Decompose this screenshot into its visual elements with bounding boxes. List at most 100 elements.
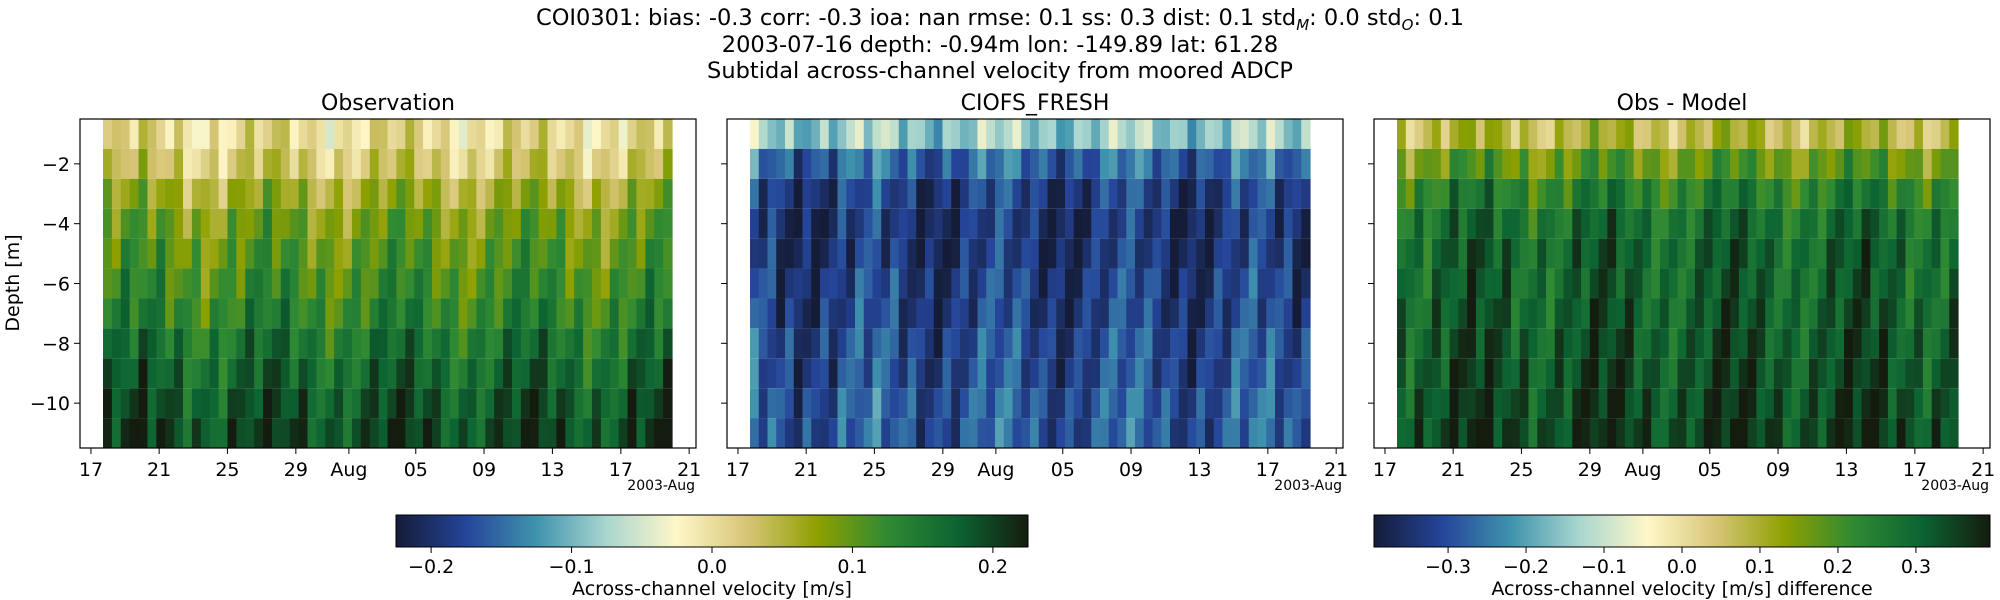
heatmap-cell <box>1091 418 1101 448</box>
heatmap-cell <box>414 418 424 448</box>
heatmap-cell <box>995 268 1005 299</box>
heatmap-cell <box>156 178 166 209</box>
heatmap-cell <box>414 238 424 269</box>
heatmap-cell <box>1712 148 1722 179</box>
heatmap-cell <box>1686 298 1696 329</box>
heatmap-cell <box>1222 208 1232 239</box>
heatmap-cell <box>663 148 673 179</box>
heatmap-cell <box>1914 328 1924 359</box>
heatmap-cell <box>1651 178 1661 209</box>
heatmap-cell <box>663 358 673 389</box>
heatmap-cell <box>1861 358 1871 389</box>
heatmap-cell <box>458 208 469 239</box>
heatmap-cell <box>1231 418 1241 448</box>
heatmap-cell <box>1423 358 1433 389</box>
heatmap-cell <box>1117 358 1127 389</box>
heatmap-cell <box>1222 388 1232 419</box>
heatmap-cell <box>1117 268 1127 299</box>
heatmap-cell <box>520 388 531 419</box>
heatmap-cell <box>600 238 611 269</box>
heatmap-cell <box>1931 208 1942 239</box>
heatmap-cell <box>1616 238 1626 269</box>
heatmap-cell <box>1397 298 1407 329</box>
heatmap-cell <box>1931 148 1942 179</box>
heatmap-cell <box>1703 358 1714 389</box>
heatmap-cell <box>254 298 264 329</box>
heatmap-cell <box>1782 388 1793 419</box>
heatmap-cell <box>1800 268 1810 299</box>
heatmap-cell <box>1616 328 1626 359</box>
heatmap-cell <box>1283 148 1294 179</box>
heatmap-cell <box>334 298 344 329</box>
heatmap-cell <box>767 358 777 389</box>
heatmap-cell <box>360 268 371 299</box>
heatmap-cell <box>1905 328 1915 359</box>
heatmap-cell <box>1642 388 1652 419</box>
heatmap-cell <box>1493 328 1503 359</box>
heatmap-cell <box>1677 298 1687 329</box>
heatmap-cell <box>1065 388 1075 419</box>
heatmap-cell <box>1170 148 1180 179</box>
heatmap-cell <box>1073 208 1084 239</box>
heatmap-cell <box>591 298 602 329</box>
heatmap-cell <box>1546 298 1556 329</box>
heatmap-cell <box>916 178 926 209</box>
heatmap-cell <box>1475 298 1486 329</box>
x-tick-label: 13 <box>1834 459 1858 481</box>
heatmap-cell <box>1012 298 1022 329</box>
heatmap-cell <box>767 328 777 359</box>
heatmap-cell <box>120 418 131 448</box>
heatmap-cell <box>645 298 655 329</box>
heatmap-cell <box>476 388 486 419</box>
heatmap-cell <box>369 208 380 239</box>
heatmap-cell <box>1283 388 1294 419</box>
heatmap-cell <box>591 268 602 299</box>
heatmap-cell <box>360 358 371 389</box>
heatmap-cell <box>1537 148 1547 179</box>
heatmap-cell <box>565 268 575 299</box>
heatmap-cell <box>1187 328 1197 359</box>
heatmap-cell <box>925 208 935 239</box>
heatmap-cell <box>855 178 865 209</box>
heatmap-cell <box>565 358 575 389</box>
heatmap-cell <box>1879 358 1889 389</box>
heatmap-cell <box>1589 298 1600 329</box>
heatmap-cell <box>1808 208 1819 239</box>
heatmap-cell <box>1301 208 1311 239</box>
heatmap-cell <box>1038 238 1049 269</box>
heatmap-cell <box>1213 298 1224 329</box>
heatmap-cell <box>1275 298 1285 329</box>
heatmap-cell <box>1126 119 1136 149</box>
heatmap-cell <box>1397 388 1407 419</box>
heatmap-cell <box>1135 328 1145 359</box>
heatmap-cell <box>1030 298 1040 329</box>
heatmap-cell <box>289 328 300 359</box>
colorbar-difference: −0.3 −0.2 −0.1 0.0 0.1 0.2 0.3 Across-channel … <box>1373 514 1991 600</box>
heatmap-cell <box>1703 388 1714 419</box>
heatmap-cell <box>977 238 987 269</box>
heatmap-cell <box>1100 238 1110 269</box>
heatmap-cell <box>1292 328 1302 359</box>
heatmap-cell <box>1624 328 1635 359</box>
heatmap-cell <box>1861 178 1871 209</box>
heatmap-cell <box>627 328 638 359</box>
heatmap-cell <box>863 148 874 179</box>
heatmap-cell <box>1100 148 1110 179</box>
heatmap-cell <box>245 238 255 269</box>
heatmap-cell <box>881 148 891 179</box>
heatmap-cell <box>289 119 300 149</box>
colorbar-tick-label: −0.2 <box>1503 556 1549 578</box>
heatmap-cell <box>758 358 769 389</box>
heatmap-cell <box>298 328 309 359</box>
heatmap-cell <box>503 268 513 299</box>
heatmap-cell <box>1835 148 1845 179</box>
heatmap-cell <box>1405 208 1416 239</box>
heatmap-cell <box>280 208 291 239</box>
heatmap-cell <box>449 328 460 359</box>
heatmap-cell <box>1686 119 1696 149</box>
heatmap-cell <box>111 388 122 419</box>
y-tick-label: −6 <box>42 274 70 296</box>
heatmap-cell <box>1844 328 1854 359</box>
heatmap-cell <box>933 268 944 299</box>
x-offset-label-obs-minus-model: 2003-Aug <box>1921 478 1989 494</box>
